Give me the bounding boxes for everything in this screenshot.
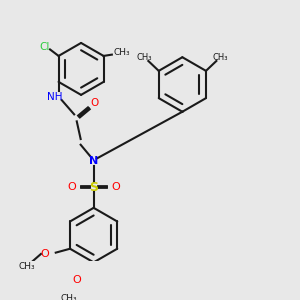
Text: CH₃: CH₃ bbox=[113, 47, 130, 56]
Text: O: O bbox=[72, 275, 81, 285]
Text: O: O bbox=[67, 182, 76, 192]
Text: NH: NH bbox=[47, 92, 62, 103]
Text: O: O bbox=[90, 98, 98, 108]
Text: CH₃: CH₃ bbox=[212, 53, 228, 62]
Text: N: N bbox=[89, 156, 98, 166]
Text: CH₃: CH₃ bbox=[137, 53, 152, 62]
Text: O: O bbox=[40, 249, 49, 259]
Text: CH₃: CH₃ bbox=[19, 262, 35, 272]
Text: CH₃: CH₃ bbox=[60, 294, 77, 300]
Text: O: O bbox=[111, 182, 120, 192]
Text: S: S bbox=[89, 181, 98, 194]
Text: Cl: Cl bbox=[39, 42, 50, 52]
